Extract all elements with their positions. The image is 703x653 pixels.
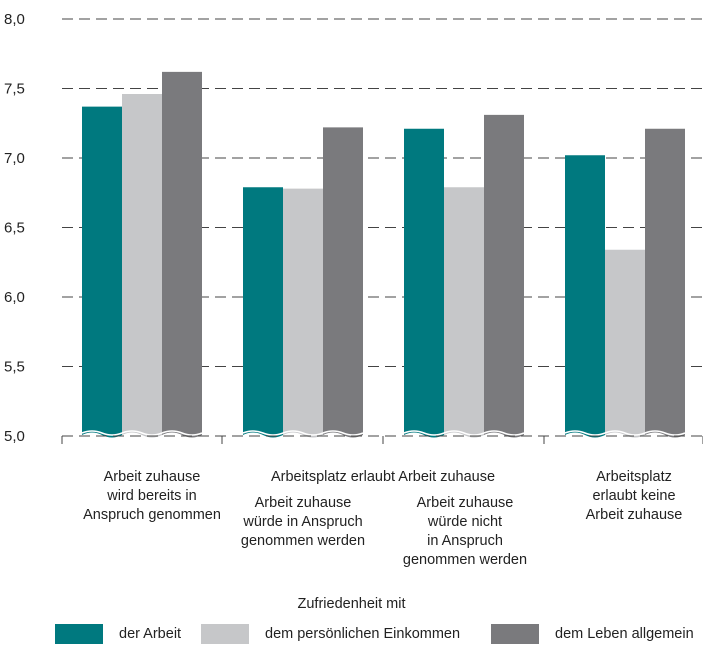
bar — [162, 71, 202, 438]
axis-break-mark — [443, 430, 485, 436]
y-tick-label: 6,0 — [4, 289, 25, 306]
axis-break-mark — [403, 430, 445, 436]
bar-chart: 8,0 7,5 7,0 6,5 6,0 5,5 5,0 — [4, 11, 703, 445]
category-label: Arbeit zuhause würde in Anspruch genomme… — [240, 495, 366, 549]
bar — [323, 127, 363, 438]
y-tick-labels: 8,0 7,5 7,0 6,5 6,0 5,5 5,0 — [4, 11, 25, 445]
x-axis — [61, 435, 703, 444]
y-tick-label: 8,0 — [4, 11, 25, 28]
axis-break-mark — [644, 430, 686, 436]
bar — [565, 155, 605, 438]
group-header-label: Arbeitsplatz erlaubt Arbeit zuhause — [270, 469, 496, 485]
y-tick-label: 7,5 — [4, 81, 25, 98]
legend-swatch — [55, 624, 103, 644]
bar — [645, 128, 685, 438]
axis-break-mark — [322, 430, 364, 436]
axis-break-mark — [604, 430, 646, 436]
legend-item: dem Leben allgemein — [491, 624, 694, 644]
bar — [605, 249, 645, 438]
axis-break-mark — [121, 430, 163, 436]
legend-swatch — [201, 624, 249, 644]
axis-break-mark — [564, 430, 606, 436]
bars — [81, 71, 686, 438]
y-tick-label: 6,5 — [4, 220, 25, 237]
axis-break-mark — [282, 430, 324, 436]
bar — [82, 106, 122, 438]
y-tick-label: 5,5 — [4, 359, 25, 376]
bar — [404, 128, 444, 438]
axis-break-mark — [483, 430, 525, 436]
legend-item: dem persönlichen Einkommen — [201, 624, 460, 644]
category-label: Arbeitsplatz erlaubt keine Arbeit zuhaus… — [585, 469, 683, 523]
category-label: Arbeit zuhause würde nicht in Anspruch g… — [402, 495, 528, 568]
axis-break-mark — [81, 430, 123, 436]
bar — [444, 187, 484, 438]
legend-label: der Arbeit — [119, 626, 182, 642]
y-tick-label: 5,0 — [4, 428, 25, 445]
axis-break-mark — [242, 430, 284, 436]
bar — [122, 94, 162, 438]
y-tick-label: 7,0 — [4, 150, 25, 167]
legend-label: dem persönlichen Einkommen — [265, 626, 461, 642]
legend-item: der Arbeit — [55, 624, 181, 644]
legend: der Arbeit dem persönlichen Einkommen dem … — [0, 624, 703, 648]
legend-title: Zufriedenheit mit — [297, 596, 406, 612]
axis-break-mark — [161, 430, 203, 436]
legend-label: dem Leben allgemein — [555, 626, 694, 642]
bar — [243, 187, 283, 438]
legend-swatch — [491, 624, 539, 644]
category-label: Arbeit zuhause wird bereits in Anspruch … — [83, 469, 221, 523]
bar — [484, 114, 524, 438]
bar — [283, 188, 323, 438]
